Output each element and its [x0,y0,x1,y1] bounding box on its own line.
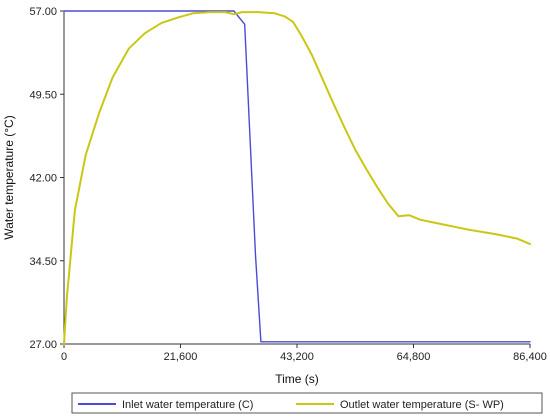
series-lines [63,10,531,345]
axes [63,11,530,345]
x-tick-label: 43,200 [280,351,314,363]
y-tick-label: 42.00 [29,173,57,185]
y-axis-label: Water temperature (°C) [2,115,16,239]
series-line-inlet [63,10,531,343]
x-tick-label: 86,400 [513,351,547,363]
x-tick-label: 64,800 [397,351,431,363]
axis-ticks: 27.00 34.50 42.00 49.50 57.00 0 21,600 43,200 64… [29,6,546,363]
y-tick-label: 34.50 [29,256,57,268]
y-tick-label: 49.50 [29,89,57,101]
x-axis-label: Time (s) [275,372,319,386]
legend-label: Inlet water temperature (C) [122,399,253,411]
y-tick-label: 27.00 [29,339,57,351]
series-line-outlet [63,11,531,345]
legend: Inlet water temperature (C) Outlet water … [71,392,543,414]
y-tick-label: 57.00 [29,6,57,18]
x-tick-label: 21,600 [164,351,198,363]
x-tick-label: 0 [61,351,67,363]
legend-label: Outlet water temperature (S- WP) [340,399,504,411]
